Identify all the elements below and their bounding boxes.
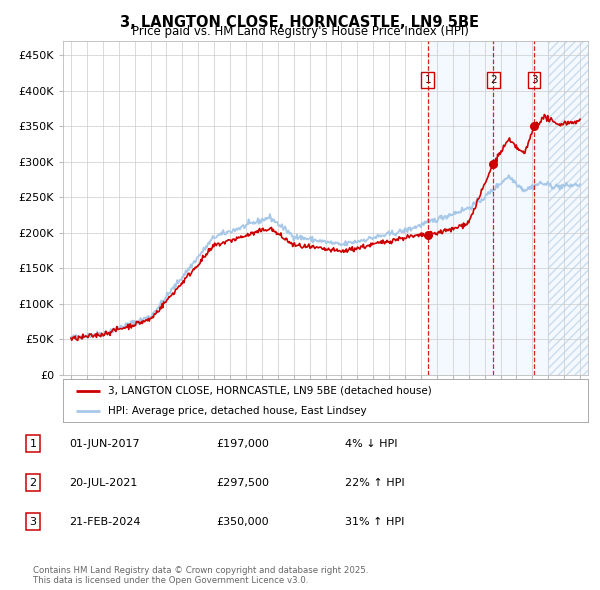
Text: 4% ↓ HPI: 4% ↓ HPI — [345, 439, 398, 448]
Text: 21-FEB-2024: 21-FEB-2024 — [69, 517, 140, 526]
Text: £297,500: £297,500 — [216, 478, 269, 487]
Text: 1: 1 — [424, 76, 431, 86]
Text: 3: 3 — [531, 76, 538, 86]
Text: HPI: Average price, detached house, East Lindsey: HPI: Average price, detached house, East… — [107, 407, 366, 416]
Bar — [548, 41, 600, 375]
Text: 3: 3 — [29, 517, 37, 526]
Bar — [428, 41, 548, 375]
Text: 2: 2 — [490, 76, 497, 86]
Text: 3, LANGTON CLOSE, HORNCASTLE, LN9 5BE: 3, LANGTON CLOSE, HORNCASTLE, LN9 5BE — [121, 15, 479, 30]
Point — [488, 159, 498, 168]
Text: 3, LANGTON CLOSE, HORNCASTLE, LN9 5BE (detached house): 3, LANGTON CLOSE, HORNCASTLE, LN9 5BE (d… — [107, 386, 431, 396]
Text: 01-JUN-2017: 01-JUN-2017 — [69, 439, 140, 448]
Text: 2: 2 — [29, 478, 37, 487]
Text: Contains HM Land Registry data © Crown copyright and database right 2025.
This d: Contains HM Land Registry data © Crown c… — [33, 566, 368, 585]
Text: £350,000: £350,000 — [216, 517, 269, 526]
Point — [529, 122, 539, 131]
Point — [423, 230, 433, 240]
Text: Price paid vs. HM Land Registry's House Price Index (HPI): Price paid vs. HM Land Registry's House … — [131, 25, 469, 38]
Text: 22% ↑ HPI: 22% ↑ HPI — [345, 478, 404, 487]
Text: 20-JUL-2021: 20-JUL-2021 — [69, 478, 137, 487]
Bar — [548, 41, 600, 375]
Text: 31% ↑ HPI: 31% ↑ HPI — [345, 517, 404, 526]
Text: £197,000: £197,000 — [216, 439, 269, 448]
Text: 1: 1 — [29, 439, 37, 448]
